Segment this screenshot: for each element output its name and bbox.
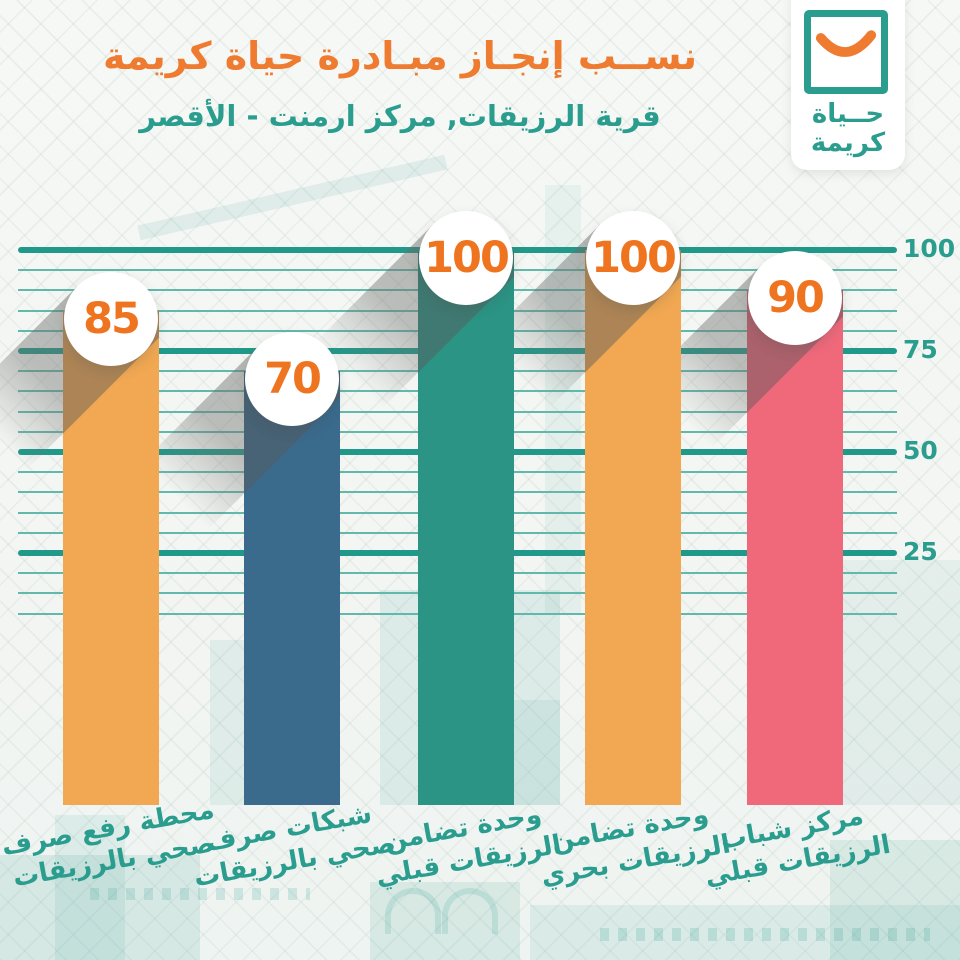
value-label: 85 [83, 293, 141, 344]
value-label: 100 [591, 233, 677, 283]
value-label: 90 [767, 273, 825, 324]
logo-wordmark: حــياة كريمة [791, 100, 905, 157]
hayah-karima-logo: حــياة كريمة [791, 0, 905, 170]
smile-icon [815, 30, 877, 57]
value-label: 70 [264, 354, 322, 405]
bar [63, 310, 159, 805]
chart-subtitle: قرية الرزيقات, مركز ارمنت - الأقصر [139, 99, 661, 133]
value-badge: 100 [586, 211, 680, 305]
bar [747, 290, 843, 805]
y-axis-tick-label: 100 [903, 234, 956, 263]
value-badge: 85 [64, 271, 158, 366]
value-badge: 100 [419, 211, 513, 305]
bar [585, 250, 681, 805]
logo-line-2: كريمة [810, 127, 886, 158]
chart-title: نســب إنجـاز مبـادرة حياة كريمة [102, 34, 698, 78]
value-label: 100 [424, 233, 510, 283]
y-axis-tick-label: 50 [903, 436, 938, 465]
bar [418, 250, 514, 805]
logo-line-1: حــياة [811, 99, 885, 129]
value-badge: 70 [245, 332, 339, 427]
logo-frame [804, 10, 888, 94]
y-axis-tick-label: 75 [903, 335, 938, 364]
y-axis-tick-label: 25 [903, 537, 938, 566]
bar [244, 371, 340, 805]
value-badge: 90 [748, 251, 842, 346]
